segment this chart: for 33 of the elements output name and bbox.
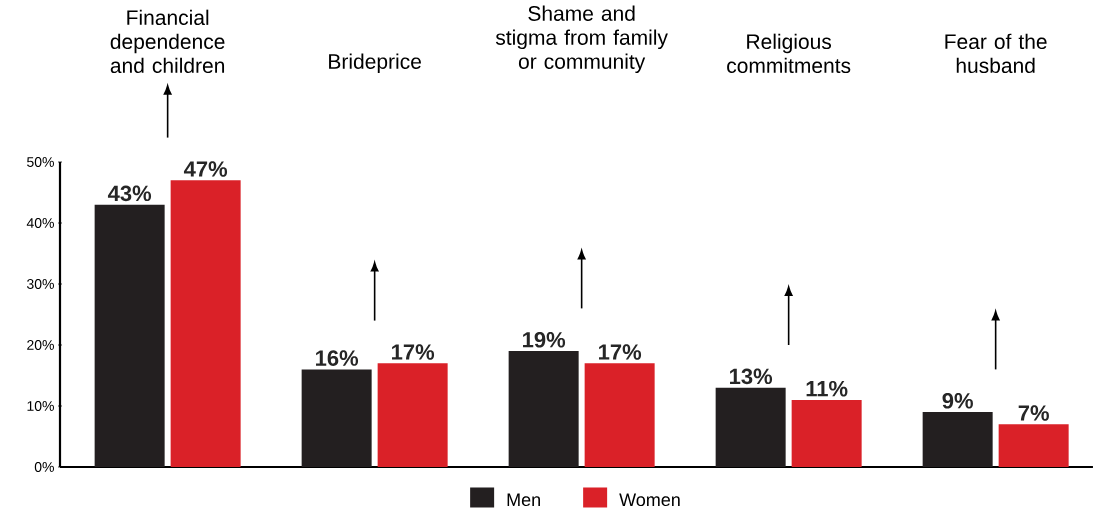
x-tick-label: Shame and stigma from family or community [495,5,668,74]
data-label: 9% [942,393,973,409]
x-tick-label: Brideprice [329,53,421,74]
x-tick-label: Fear of the husband [945,33,1047,74]
bar [377,363,448,467]
y-tick-label: 30% [26,279,54,289]
data-label: 17% [599,344,642,360]
data-label: 16% [316,350,359,366]
x-tick-label: Financial dependence and children [110,9,225,74]
data-label: 43% [107,185,152,202]
x-tick-label: Religious commitments [727,33,851,74]
bar [584,363,655,467]
y-tick-label: 40% [26,218,54,228]
bar [715,387,786,467]
bar [94,204,165,467]
data-label: 47% [183,161,228,177]
y-tick-label: 0% [34,462,54,472]
y-tick-label: 50% [27,157,54,167]
data-label: 17% [392,344,435,360]
bar [791,399,862,467]
bar [998,424,1069,467]
data-label: 11% [806,380,848,397]
data-label: 19% [523,332,566,348]
bar [301,369,372,467]
legend-label: Women [619,493,680,507]
data-label: 7% [1018,405,1049,421]
data-label: 13% [730,368,773,385]
bar [170,180,241,467]
legend-label: Men [507,493,540,507]
bar [922,412,993,467]
y-tick-label: 10% [27,401,54,411]
bar [508,351,579,467]
y-tick-label: 20% [27,340,54,350]
